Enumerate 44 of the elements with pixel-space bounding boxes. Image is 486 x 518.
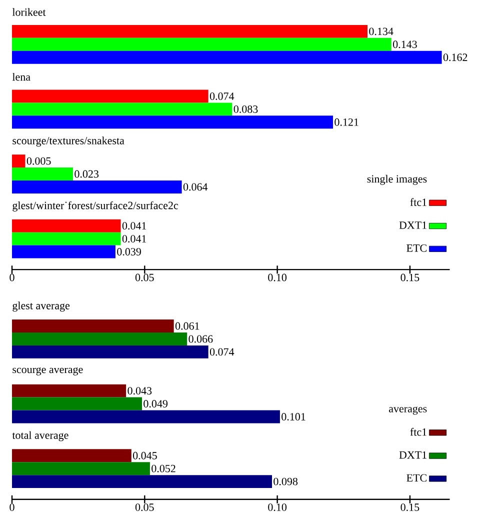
data-label: 0.039 xyxy=(117,248,141,256)
y-tick-label: lorikeet xyxy=(12,8,46,16)
y-tick-label: scourge average xyxy=(12,367,83,376)
legend-title: single images xyxy=(367,174,427,185)
data-label: 0.045 xyxy=(133,452,157,460)
x-tick-label: 0 xyxy=(10,504,14,511)
y-tick-label: glest/winter˙forest/surface2/surface2c xyxy=(12,201,178,212)
x-tick-label: 0.05 xyxy=(135,504,154,512)
data-label: 0.066 xyxy=(188,335,213,343)
x-tick-label: 0 xyxy=(10,274,14,282)
data-label: 0.083 xyxy=(234,105,258,113)
legend-label: ftc1 xyxy=(410,428,426,436)
x-tick-label: 0.15 xyxy=(400,274,420,282)
data-label: 0.043 xyxy=(128,387,152,395)
y-tick-label: lena xyxy=(12,72,30,81)
y-tick-label: scourge/textures/snakesta xyxy=(12,136,124,147)
y-tick-label: glest average xyxy=(12,302,70,312)
data-label: 0.023 xyxy=(74,170,99,178)
legend-label: ftc1 xyxy=(410,198,426,206)
legend-label: DXT1 xyxy=(399,222,426,229)
data-label: 0.143 xyxy=(393,40,417,48)
data-label: 0.052 xyxy=(152,464,176,472)
data-label: 0.098 xyxy=(274,478,298,486)
data-label: 0.061 xyxy=(175,322,200,330)
data-label: 0.101 xyxy=(282,413,306,420)
x-tick-label: 0.15 xyxy=(400,504,420,512)
data-label: 0.041 xyxy=(122,222,146,230)
legend-title: averages xyxy=(389,406,427,415)
y-tick-label: total average xyxy=(12,431,68,442)
data-label: 0.162 xyxy=(443,54,468,62)
data-label: 0.005 xyxy=(26,157,51,165)
legend-label: ETC xyxy=(406,474,426,482)
data-label: 0.134 xyxy=(369,28,394,36)
data-label: 0.074 xyxy=(210,92,234,100)
x-tick-label: 0.10 xyxy=(268,504,287,512)
legend-label: ETC xyxy=(406,244,426,252)
x-tick-label: 0.05 xyxy=(135,274,154,282)
data-label: 0.041 xyxy=(122,235,146,243)
data-label: 0.074 xyxy=(210,348,234,356)
data-label: 0.064 xyxy=(183,183,208,191)
data-label: 0.049 xyxy=(144,400,168,408)
data-label: 0.121 xyxy=(334,118,358,126)
x-tick-label: 0.10 xyxy=(268,274,287,282)
legend-label: DXT1 xyxy=(399,451,426,459)
